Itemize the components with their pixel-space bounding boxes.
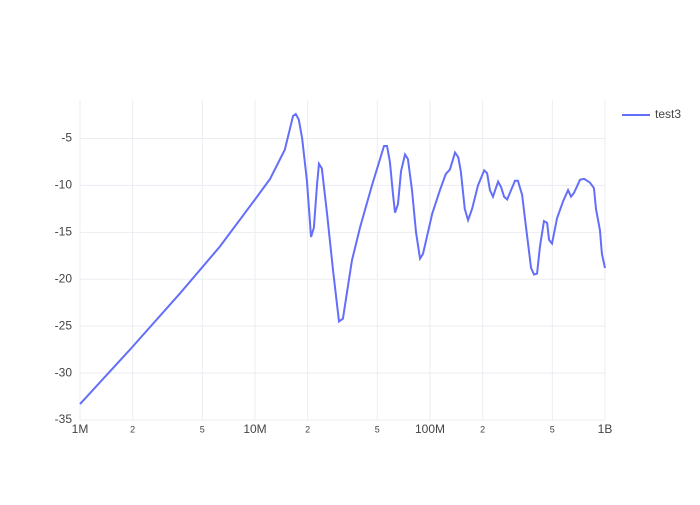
x-tick-label: 5	[375, 424, 380, 434]
y-tick-label: -15	[55, 224, 73, 238]
x-tick-label: 1M	[72, 422, 89, 436]
x-tick-label: 10M	[243, 422, 266, 436]
y-tick-label: -20	[55, 271, 73, 285]
x-tick-label: 100M	[415, 422, 445, 436]
y-tick-label: -30	[55, 365, 73, 379]
y-tick-label: -10	[55, 178, 73, 192]
x-tick-label: 2	[130, 424, 135, 434]
y-tick-label: -5	[61, 131, 72, 145]
x-tick-label: 2	[480, 424, 485, 434]
x-tick-label: 5	[550, 424, 555, 434]
x-tick-label: 5	[200, 424, 205, 434]
x-tick-label: 1B	[598, 422, 613, 436]
x-tick-label: 2	[305, 424, 310, 434]
y-tick-label: -25	[55, 318, 73, 332]
data-line	[79, 112, 606, 405]
y-tick-label: -35	[55, 412, 73, 426]
legend-label: test3	[655, 107, 681, 121]
